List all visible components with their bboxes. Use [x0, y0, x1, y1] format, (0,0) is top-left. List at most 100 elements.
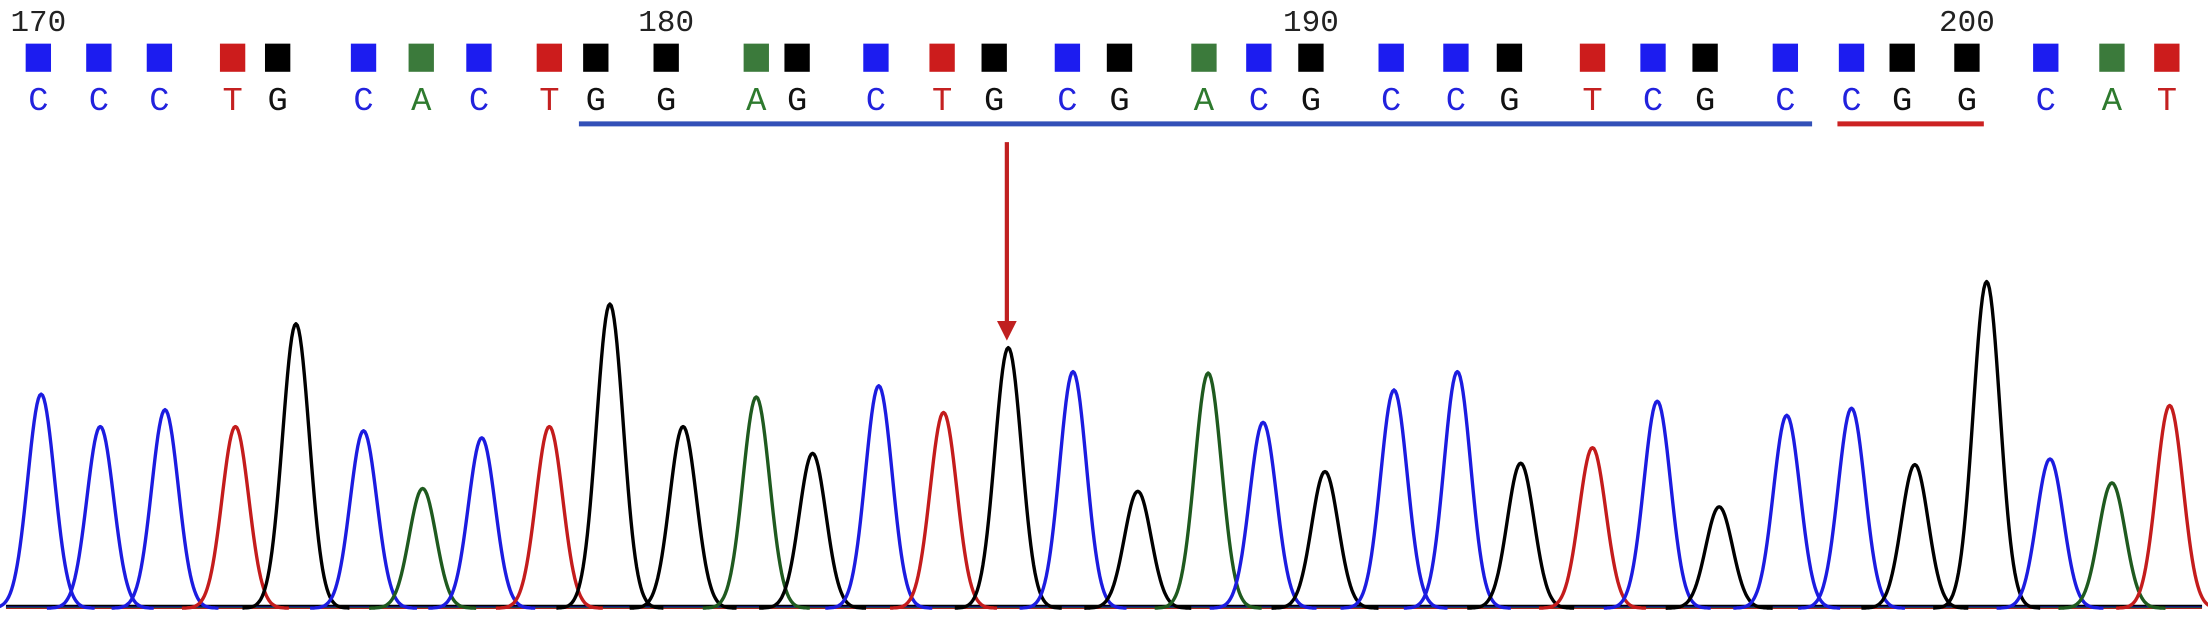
base-letter: T	[2157, 83, 2177, 121]
base-letter: G	[1695, 83, 1715, 121]
trace-peak	[1996, 457, 2104, 610]
base-letter: C	[353, 83, 373, 121]
trace-peak	[1019, 369, 1127, 610]
base-square	[1496, 43, 1523, 72]
trace-peak	[702, 395, 811, 610]
trace-peak	[46, 424, 155, 610]
trace-peak	[2058, 481, 2166, 610]
base-letter: C	[89, 83, 109, 121]
base-square	[146, 43, 173, 72]
base-square	[219, 43, 246, 72]
base-square	[86, 43, 112, 72]
base-letter: C	[1775, 83, 1795, 121]
trace-peak	[758, 451, 867, 610]
base-square	[466, 43, 492, 72]
base-letter: C	[1057, 83, 1077, 121]
base-square	[1298, 43, 1324, 72]
base-letter: G	[787, 83, 807, 121]
position-label: 190	[1283, 6, 1339, 41]
base-letter: T	[222, 83, 242, 121]
base-square	[1692, 43, 1718, 72]
trace-peak	[181, 424, 290, 610]
base-square	[653, 43, 679, 72]
base-square	[536, 43, 563, 72]
trace-peak	[1932, 279, 2041, 610]
trace-peak	[309, 429, 418, 610]
base-letter: C	[1841, 83, 1861, 121]
base-square	[1889, 43, 1915, 72]
trace-peak	[824, 384, 933, 610]
trace-peak	[1603, 399, 1712, 610]
base-letter: T	[932, 83, 952, 121]
base-square	[1106, 43, 1133, 72]
base-square	[2099, 43, 2125, 72]
trace-peak	[428, 436, 536, 610]
trace-peak	[495, 424, 604, 610]
base-letter: C	[149, 83, 169, 121]
base-square	[784, 43, 810, 72]
base-letter: G	[586, 83, 606, 121]
base-letter: A	[1194, 83, 1215, 121]
base-letter: G	[1109, 83, 1129, 121]
base-square	[264, 43, 291, 72]
trace-peak	[889, 410, 998, 610]
base-letter: T	[539, 83, 559, 121]
base-square	[1246, 43, 1272, 72]
base-square	[1443, 43, 1469, 72]
position-label: 200	[1939, 6, 1995, 41]
base-square	[25, 43, 52, 72]
base-square	[2154, 43, 2180, 72]
trace-peak	[1209, 420, 1317, 610]
trace-peak	[556, 302, 664, 610]
base-square	[929, 43, 955, 72]
base-letter: C	[2036, 83, 2056, 121]
cut-arrowhead	[997, 320, 1017, 341]
base-letter: G	[1301, 83, 1321, 121]
base-letter: G	[1892, 83, 1912, 121]
base-letter: A	[2102, 83, 2123, 121]
base-square	[1772, 43, 1799, 72]
trace-peak	[1732, 413, 1841, 610]
trace-peak	[1797, 406, 1906, 610]
base-square	[1054, 43, 1081, 72]
base-letter: G	[1499, 83, 1519, 121]
base-square	[1579, 43, 1606, 72]
base-square	[1640, 43, 1666, 72]
base-letter: G	[1957, 83, 1977, 121]
base-square	[1378, 43, 1404, 72]
base-letter: A	[746, 83, 767, 121]
base-letter: G	[268, 83, 288, 121]
base-letter: C	[1381, 83, 1401, 121]
base-letter: G	[984, 83, 1004, 121]
base-letter: A	[411, 83, 432, 121]
trace-peak	[954, 346, 1063, 610]
base-letter: G	[656, 83, 676, 121]
base-square	[350, 43, 377, 72]
base-letter: C	[1446, 83, 1466, 121]
position-label: 170	[10, 6, 66, 41]
base-letter: C	[866, 83, 886, 121]
base-square	[2033, 43, 2059, 72]
base-square	[1954, 43, 1980, 72]
base-square	[408, 43, 434, 72]
trace-peak	[1340, 388, 1448, 610]
base-square	[1838, 43, 1865, 72]
base-square	[583, 43, 609, 72]
trace-peak	[1861, 462, 1969, 610]
trace-peak	[2115, 403, 2208, 610]
trace-peak	[368, 486, 477, 610]
base-square	[863, 43, 889, 72]
trace-peak	[1084, 489, 1192, 610]
trace-peak	[1271, 469, 1379, 610]
base-letter: C	[469, 83, 489, 121]
base-square	[981, 43, 1007, 72]
trace-peak	[1154, 371, 1262, 610]
trace-peak	[1538, 445, 1647, 610]
base-letter: C	[1643, 83, 1663, 121]
trace-peak	[0, 392, 95, 610]
base-letter: C	[1249, 83, 1269, 121]
base-square	[743, 43, 769, 72]
trace-peak	[1665, 505, 1773, 610]
